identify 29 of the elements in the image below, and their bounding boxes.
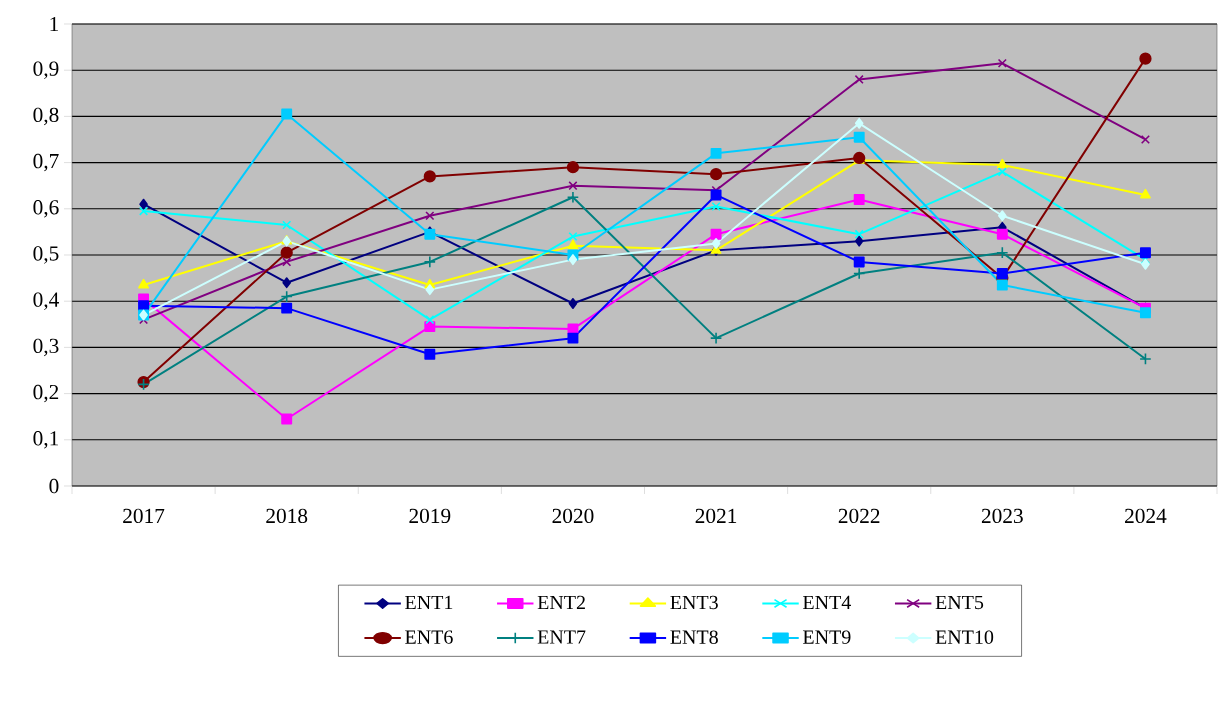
x-tick-label: 2023 <box>981 508 1023 524</box>
x-tick-label: 2017 <box>123 508 165 524</box>
x-tick-label: 2018 <box>266 508 308 524</box>
x-tick-label: 2019 <box>409 508 451 524</box>
legend-label: ENT8 <box>670 630 718 644</box>
y-tick-label: 0,4 <box>33 292 59 310</box>
y-tick-label: 0,8 <box>33 107 59 126</box>
y-tick-label: 0 <box>49 478 59 494</box>
y-tick-label: 0,3 <box>33 338 59 357</box>
y-tick-label: 0,7 <box>33 153 59 172</box>
y-tick-label: 0,2 <box>33 384 59 403</box>
legend-label: ENT3 <box>670 595 718 610</box>
x-tick-label: 2022 <box>838 508 880 524</box>
y-tick-label: 0,6 <box>33 200 59 218</box>
legend-label: ENT5 <box>935 595 984 610</box>
legend-label: ENT9 <box>802 630 851 644</box>
y-tick-label: 0,1 <box>33 431 59 449</box>
legend-label: ENT2 <box>537 595 585 610</box>
legend-label: ENT10 <box>935 630 994 644</box>
y-tick-label: 1 <box>50 16 59 32</box>
legend-label: ENT4 <box>802 595 851 610</box>
y-tick-label: 0,9 <box>33 61 59 79</box>
x-tick-label: 2021 <box>695 508 737 524</box>
legend-label: ENT6 <box>405 630 453 644</box>
y-tick-label: 0,5 <box>33 246 59 264</box>
legend-label: ENT7 <box>537 630 586 644</box>
legend-label: ENT1 <box>405 595 453 610</box>
x-tick-label: 2024 <box>1125 508 1167 524</box>
x-tick-label: 2020 <box>552 508 594 524</box>
